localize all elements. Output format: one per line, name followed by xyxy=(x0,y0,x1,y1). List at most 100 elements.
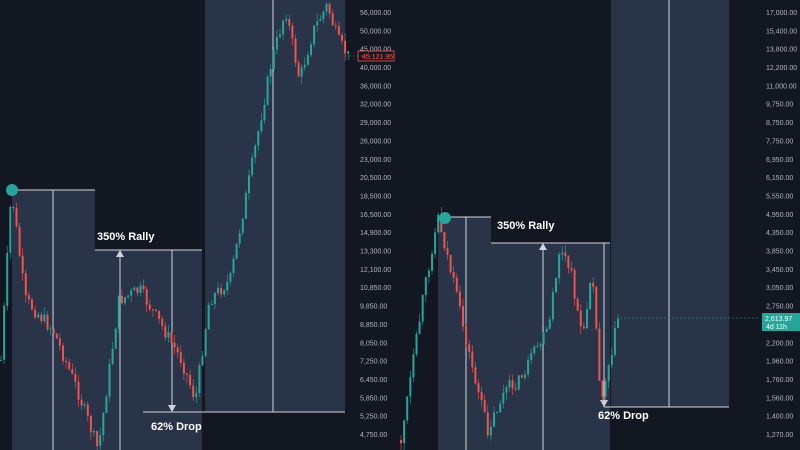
left-candle-body xyxy=(176,347,179,353)
left-drop-label: 62% Drop xyxy=(151,421,202,433)
right-candle-body xyxy=(446,248,449,255)
left-candle-body xyxy=(275,36,278,50)
right-price-label: 11,000.00 xyxy=(766,83,797,90)
right-candle-body xyxy=(508,380,511,388)
right-candle-body xyxy=(539,344,542,347)
left-candle-body xyxy=(77,381,80,400)
left-candle-body xyxy=(142,285,145,290)
left-candle-body xyxy=(12,207,15,208)
right-candle-body xyxy=(601,380,604,397)
right-candle-body xyxy=(617,318,619,328)
left-candle-body xyxy=(266,76,269,105)
left-price-label: 45,000.00 xyxy=(360,47,391,54)
left-candle-body xyxy=(31,299,33,310)
right-candle-body xyxy=(427,270,430,277)
right-box-1 xyxy=(438,217,491,450)
left-peak-marker xyxy=(6,184,18,196)
right-price-axis: 17,000.00 15,400.00 13,800.00 12,200.00 11,0… xyxy=(766,10,797,439)
right-candle-body xyxy=(592,282,595,287)
left-candle-body xyxy=(269,69,272,77)
right-price-label: 2,750.00 xyxy=(766,304,793,311)
left-price-label: 50,000.00 xyxy=(360,28,391,35)
left-arrows xyxy=(116,250,176,412)
left-candle-body xyxy=(136,287,139,293)
right-candle-body xyxy=(415,333,418,355)
left-candle-body xyxy=(238,233,241,244)
left-candle-body xyxy=(65,360,68,363)
left-candle-body xyxy=(316,21,319,26)
right-candle-body xyxy=(555,278,557,293)
left-candle-body xyxy=(6,252,9,306)
left-candle-body xyxy=(241,218,244,233)
right-countdown-text: 4d 11h xyxy=(766,324,787,331)
left-candle-body xyxy=(291,25,294,39)
left-candle-body xyxy=(248,175,250,193)
right-price-label: 1,760.00 xyxy=(766,377,793,384)
left-price-label: 8,850.00 xyxy=(360,322,387,329)
right-candle-body xyxy=(505,387,508,393)
left-candle-body xyxy=(210,304,213,306)
left-price-label: 18,500.00 xyxy=(360,194,391,201)
left-candle-body xyxy=(279,34,281,37)
right-candle-body xyxy=(468,344,471,352)
right-candle-body xyxy=(517,375,520,390)
right-candle-body xyxy=(471,351,474,368)
right-candle-body xyxy=(604,381,607,397)
left-candle-body xyxy=(235,243,238,259)
left-candle-body xyxy=(282,20,285,35)
left-candle-body xyxy=(192,385,195,398)
right-candle-body xyxy=(520,375,523,378)
right-candle-body xyxy=(573,270,576,299)
left-candle-body xyxy=(3,305,6,360)
right-price-label: 4,950.00 xyxy=(766,212,793,219)
left-candle-body xyxy=(310,44,312,56)
right-box-2 xyxy=(491,243,610,450)
right-candle-body xyxy=(437,214,440,233)
right-candle-body xyxy=(558,254,561,278)
left-candle-body xyxy=(155,309,157,311)
left-price-label: 16,500.00 xyxy=(360,212,391,219)
left-candle-body xyxy=(179,352,182,363)
right-price-label: 1,560.00 xyxy=(766,395,793,402)
left-price-label: 12,100.00 xyxy=(360,267,391,274)
right-candle-body xyxy=(586,309,588,329)
left-price-label: 13,300.00 xyxy=(360,249,391,256)
left-candle-body xyxy=(337,26,340,35)
left-candle-body xyxy=(49,328,52,330)
left-candle-body xyxy=(158,310,161,319)
left-price-label: 8,050.00 xyxy=(360,340,387,347)
right-candle-body xyxy=(443,232,446,249)
left-candle-body xyxy=(99,435,102,446)
right-candle-body xyxy=(514,388,517,390)
right-candle-body xyxy=(561,252,564,255)
left-box-2 xyxy=(95,250,202,450)
left-candle-body xyxy=(257,131,260,146)
left-candle-body xyxy=(80,399,83,406)
right-candle-body xyxy=(486,412,489,436)
left-candle-body xyxy=(93,431,95,433)
right-candle-body xyxy=(452,272,455,278)
left-candle-body xyxy=(86,404,89,416)
right-candle-body xyxy=(579,310,582,327)
right-price-label: 1,960.00 xyxy=(766,359,793,366)
right-box-3 xyxy=(611,0,729,407)
left-candle-body xyxy=(124,297,126,304)
left-candle-body xyxy=(37,314,40,318)
left-current-price-tag xyxy=(357,50,395,62)
right-price-label: 6,950.00 xyxy=(766,157,793,164)
left-candle-body xyxy=(89,416,92,433)
left-candle-body xyxy=(83,404,86,406)
right-candle-body xyxy=(502,392,505,404)
left-candle-body xyxy=(52,328,55,334)
left-candle-body xyxy=(170,332,173,343)
right-candle-body xyxy=(462,306,464,327)
left-candle-body xyxy=(313,25,316,45)
right-candle-body xyxy=(455,277,458,292)
right-candle-body xyxy=(499,403,502,413)
left-candle-body xyxy=(18,226,21,256)
right-candle-body xyxy=(527,359,530,375)
left-candle-body xyxy=(105,396,108,413)
right-candle-body xyxy=(570,268,573,271)
left-price-label: 36,000.00 xyxy=(360,83,391,90)
right-price-label: 15,400.00 xyxy=(766,28,797,35)
